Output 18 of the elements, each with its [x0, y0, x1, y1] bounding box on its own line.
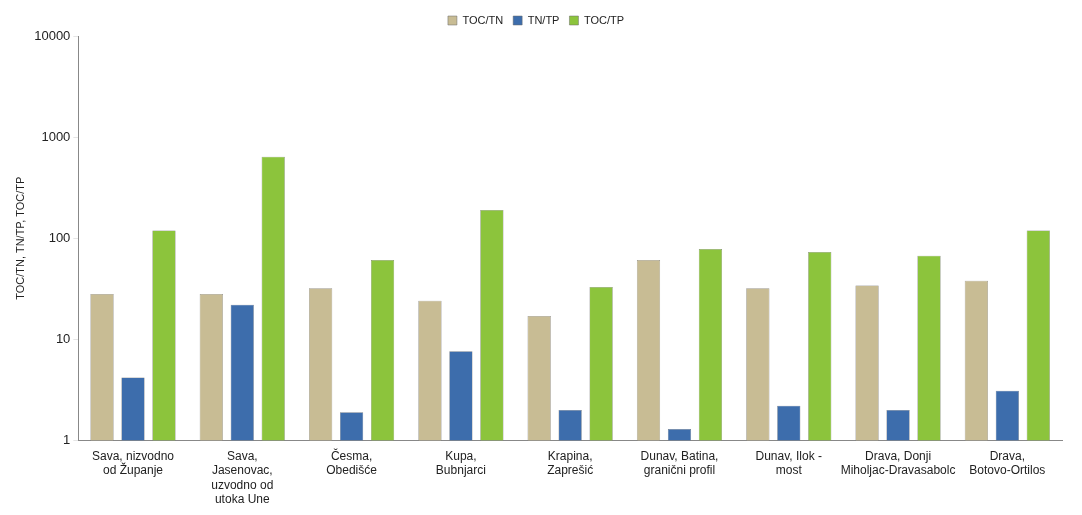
x-tick-label: Dunav, Batina, granični profil [640, 448, 719, 478]
legend-label: TOC/TN [462, 13, 504, 26]
x-tick-label: Krapina, Zaprešić [547, 448, 594, 478]
y-tick-label: 1 [63, 431, 71, 447]
x-tick-label: Česma, Obedišće [326, 447, 378, 478]
y-tick-label: 100 [48, 229, 71, 245]
x-tick-label: Sava, Jasenovac, uzvodno od utoka Une [211, 448, 274, 507]
x-tick-label: Sava, nizvodno od Županje [91, 448, 175, 478]
y-tick-label: 10 [55, 330, 71, 346]
x-tick-label: Drava, Botovo-Ortilos [969, 448, 1046, 478]
legend-label: TN/TP [527, 13, 560, 26]
y-tick-label: 10000 [34, 27, 71, 43]
x-tick-label: Drava, Donji Miholjac-Dravasabolc [840, 448, 956, 478]
y-tick-label: 1000 [41, 128, 71, 144]
x-tick-label: Kupa, Bubnjarci [435, 448, 486, 478]
x-tick-label: Dunav, Ilok - most [755, 448, 822, 478]
y-axis-title: TOC/TN, TN/TP, TOC/TP [13, 176, 26, 300]
legend-label: TOC/TP [583, 13, 625, 26]
